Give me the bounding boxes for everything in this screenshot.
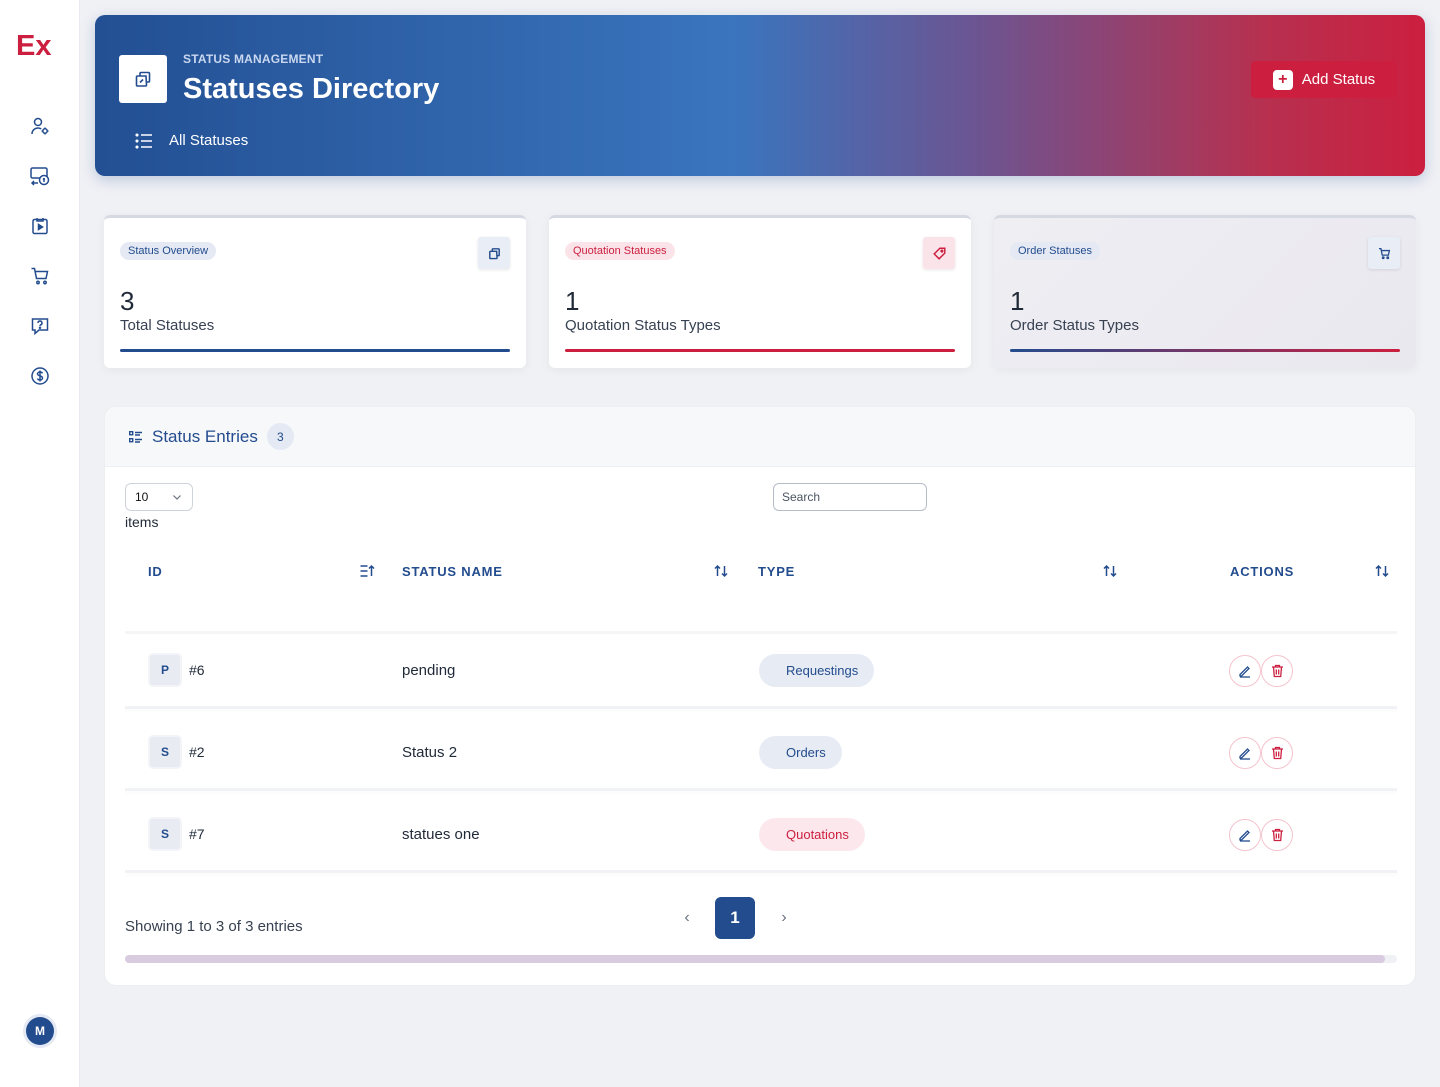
help-chat-icon[interactable] (28, 314, 52, 338)
cart-icon[interactable] (28, 264, 52, 288)
stat-bar (565, 349, 955, 352)
all-statuses-link[interactable]: All Statuses (135, 132, 248, 149)
add-status-button[interactable]: + Add Status (1251, 61, 1397, 98)
edit-icon (1239, 748, 1250, 760)
row-initial: S (150, 819, 180, 849)
column-header-status-name[interactable]: STATUS NAME (402, 564, 503, 579)
stat-badge: Quotation Statuses (565, 242, 675, 260)
trash-icon (1271, 828, 1283, 842)
stat-card-quotation: Quotation Statuses 1 Quotation Status Ty… (549, 215, 971, 368)
delete-button[interactable] (1261, 819, 1293, 851)
edit-icon (1239, 830, 1250, 842)
delete-button[interactable] (1261, 737, 1293, 769)
edit-icon (1239, 666, 1250, 678)
dollar-circle-icon[interactable] (28, 364, 52, 388)
chevron-down-icon (173, 495, 181, 500)
table-row: P #6 pending Requestings (125, 635, 1397, 709)
stat-bar (1010, 349, 1400, 352)
sort-icon[interactable] (713, 563, 729, 579)
pagination-current-page[interactable]: 1 (715, 897, 755, 939)
cart-icon (1368, 237, 1400, 269)
stat-label: Total Statuses (120, 317, 215, 334)
page-title: Statuses Directory (183, 73, 440, 105)
plus-icon: + (1272, 69, 1293, 90)
entries-info: Showing 1 to 3 of 3 entries (125, 918, 303, 935)
row-initial: S (150, 737, 180, 767)
row-status-name: statues one (402, 826, 480, 843)
entries-count-badge: 3 (266, 423, 294, 450)
table-row: S #7 statues one Quotations (125, 799, 1397, 873)
page-size-select[interactable]: 10 (125, 483, 193, 511)
status-entries-panel: Status Entries 3 10 items ID STATUS NAME… (104, 406, 1416, 986)
edit-button[interactable] (1229, 819, 1261, 851)
clipboard-play-icon[interactable] (28, 214, 52, 238)
stat-value: 1 (1010, 286, 1025, 316)
column-header-type[interactable]: TYPE (758, 564, 796, 579)
trash-icon (1271, 664, 1283, 678)
row-id: #6 (189, 662, 205, 678)
list-icon (135, 132, 152, 149)
svg-text:Ex: Ex (16, 30, 51, 62)
sort-icon[interactable] (1374, 563, 1390, 579)
type-badge: Quotations (759, 818, 865, 851)
table-row: S #2 Status 2 Orders (125, 717, 1397, 791)
copy-icon (478, 237, 510, 269)
page-size-value: 10 (135, 490, 149, 504)
stat-bar (120, 349, 510, 352)
edit-button[interactable] (1229, 655, 1261, 687)
search-input[interactable] (773, 483, 927, 511)
divider (125, 631, 1397, 634)
row-initial: P (150, 655, 180, 685)
row-id: #2 (189, 744, 205, 760)
user-avatar[interactable]: M (26, 1017, 54, 1045)
stat-card-order: Order Statuses 1 Order Status Types (994, 215, 1416, 368)
panel-title: Status Entries (152, 426, 258, 446)
type-badge: Orders (759, 736, 842, 769)
panel-header: Status Entries 3 (105, 407, 1415, 467)
type-badge: Requestings (759, 654, 875, 687)
money-transfer-icon[interactable] (28, 164, 52, 188)
stat-label: Order Status Types (1010, 317, 1139, 334)
chevron-right-icon[interactable]: › (781, 909, 787, 926)
trash-icon (1271, 746, 1283, 760)
items-label: items (125, 514, 159, 530)
add-status-label: Add Status (1301, 71, 1376, 88)
horizontal-scrollbar[interactable] (125, 955, 1397, 963)
stat-card-total: Status Overview 3 Total Statuses (104, 215, 526, 368)
stat-badge: Order Statuses (1010, 242, 1100, 260)
delete-button[interactable] (1261, 655, 1293, 687)
copy-icon (119, 55, 167, 103)
page-header: STATUS MANAGEMENT Statuses Directory All… (95, 15, 1425, 176)
column-header-id[interactable]: ID (148, 564, 163, 579)
stat-value: 1 (565, 286, 580, 316)
row-status-name: pending (402, 662, 456, 679)
chevron-left-icon[interactable]: ‹ (684, 909, 690, 926)
list-details-icon (129, 430, 142, 443)
tag-icon (923, 237, 955, 269)
edit-button[interactable] (1229, 737, 1261, 769)
stat-label: Quotation Status Types (565, 317, 721, 334)
row-id: #7 (189, 826, 205, 842)
scrollbar-thumb[interactable] (125, 955, 1385, 963)
stat-badge: Status Overview (120, 242, 217, 260)
sidebar: Ex M (0, 0, 80, 1087)
sort-asc-icon[interactable] (359, 563, 375, 579)
row-status-name: Status 2 (402, 744, 458, 761)
user-gear-icon[interactable] (28, 114, 52, 138)
app-logo[interactable]: Ex (16, 28, 64, 62)
stat-value: 3 (120, 286, 135, 316)
page-subtitle: STATUS MANAGEMENT (183, 52, 324, 66)
all-statuses-label: All Statuses (169, 132, 249, 149)
column-header-actions[interactable]: ACTIONS (1230, 564, 1295, 579)
sort-icon[interactable] (1102, 563, 1118, 579)
